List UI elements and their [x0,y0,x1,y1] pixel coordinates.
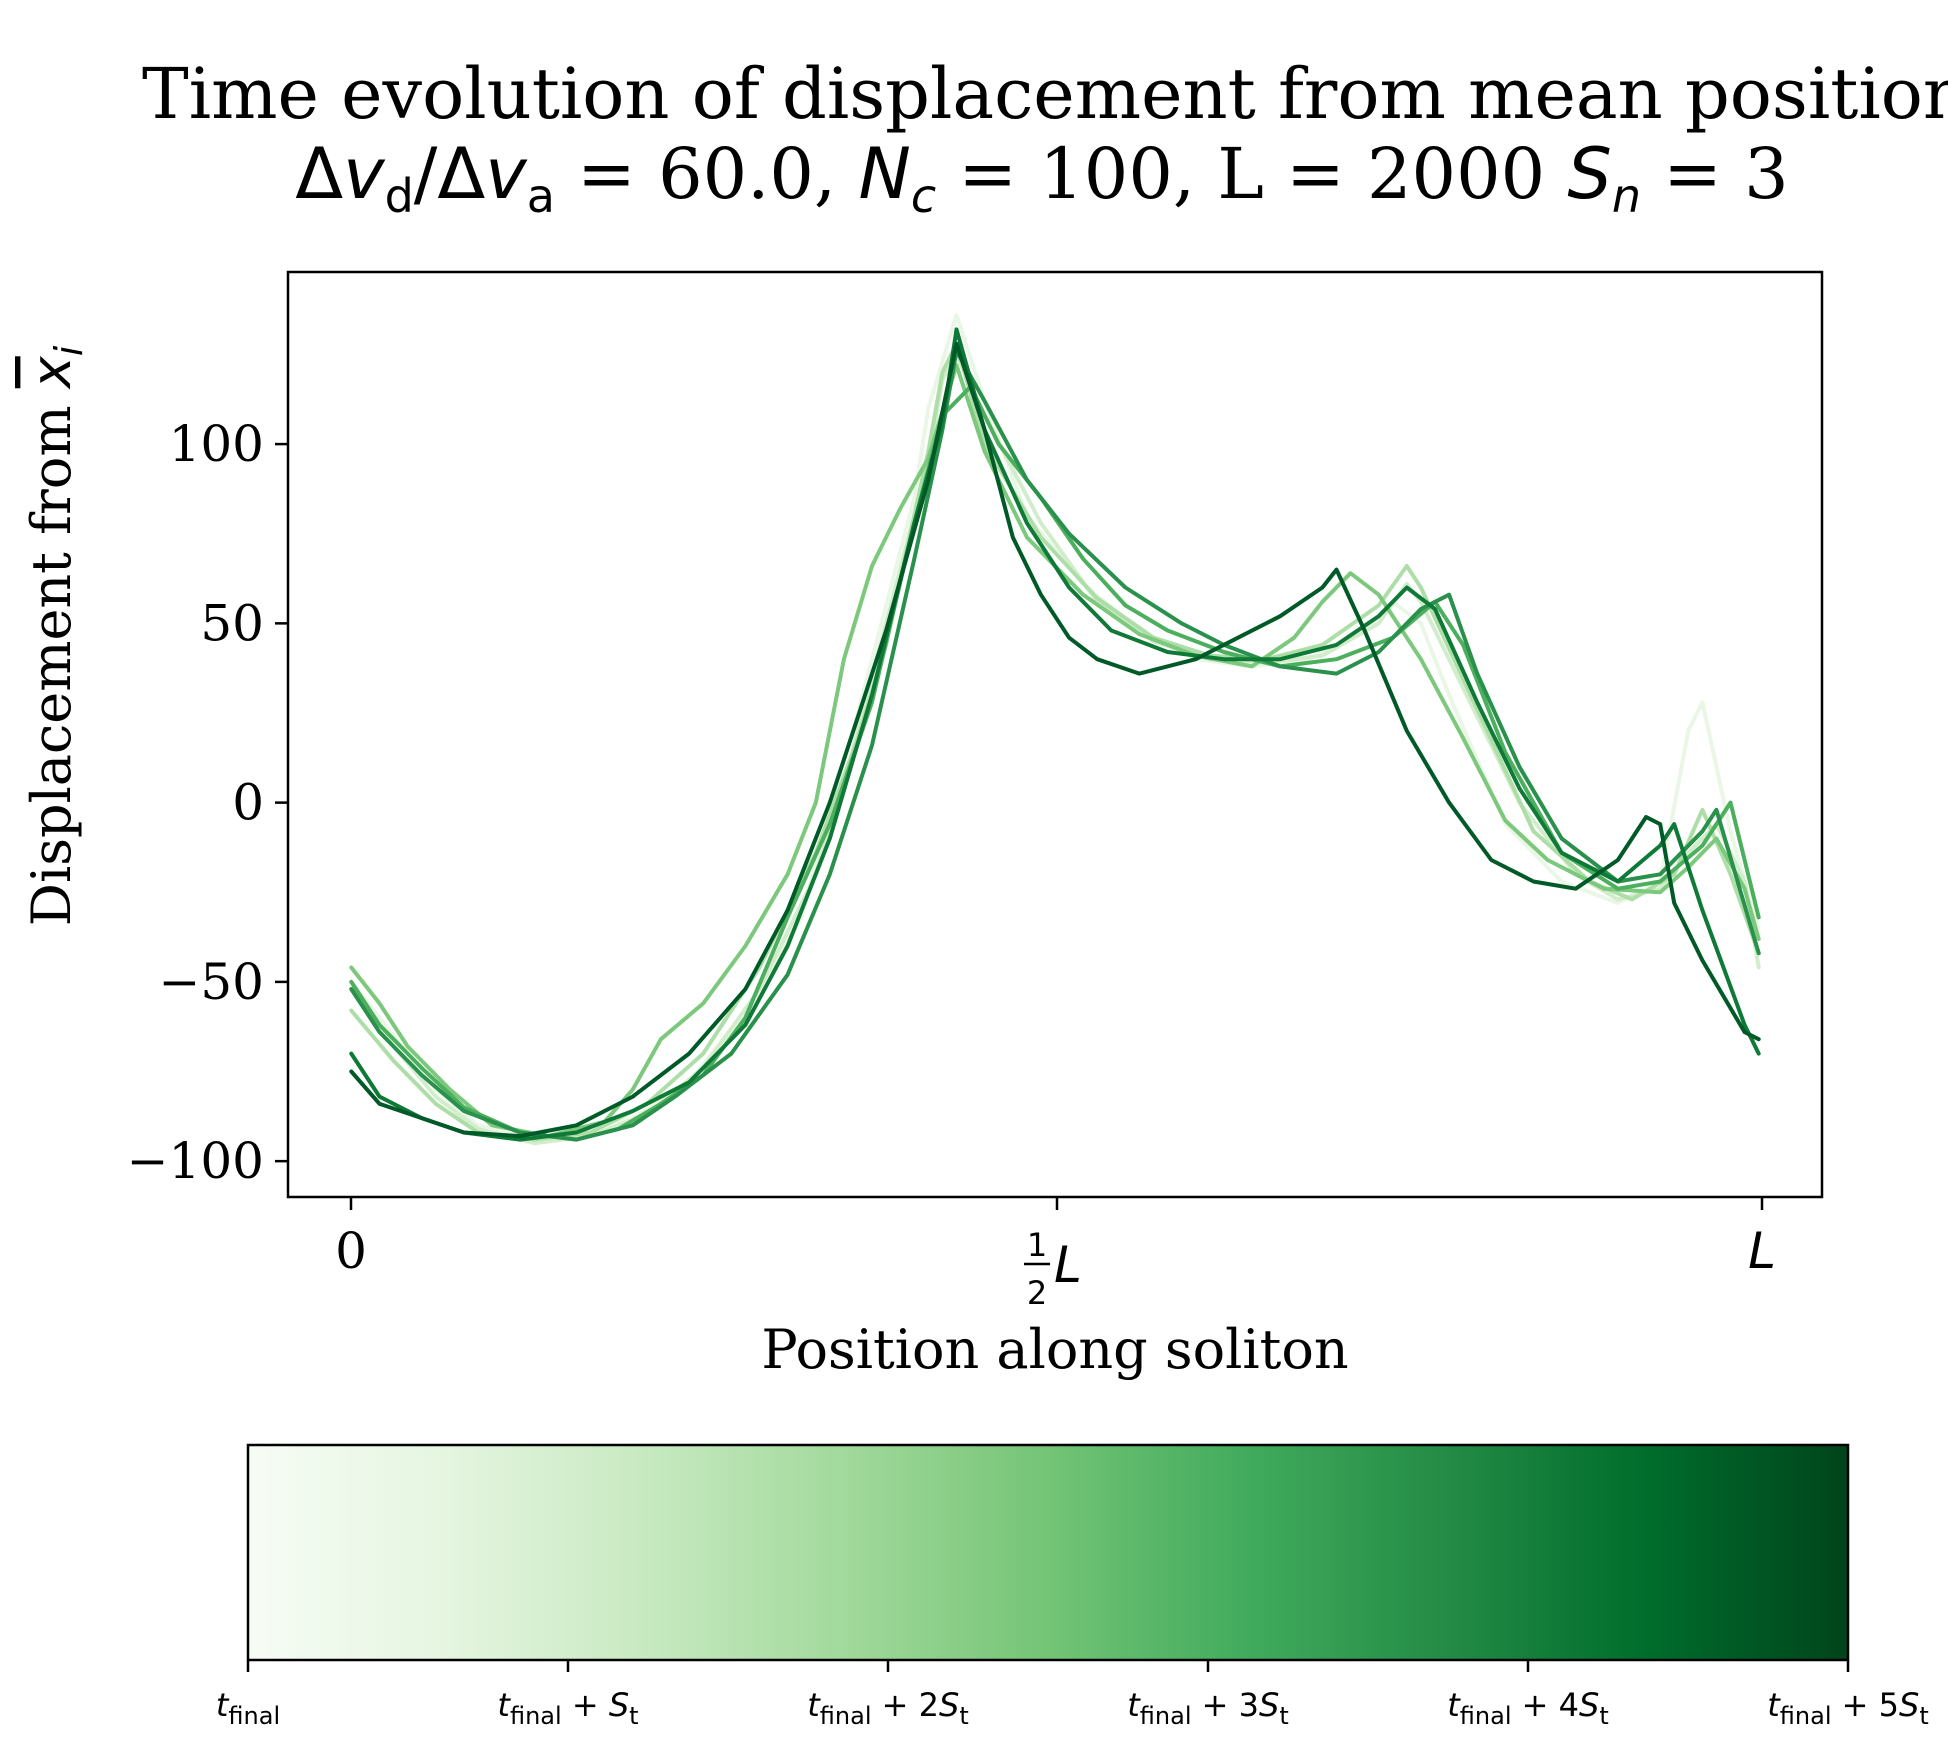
y-tick-label-3: −50 [158,953,264,1011]
x-tick-label-half-den: 2 [1027,1274,1047,1312]
subtitle-slash: / [414,133,438,215]
colorbar-tick-label-1: tfinal + St [497,1686,638,1730]
chart-subtitle: Δvd/Δva = 60.0, Nc = 100, L = 2000 Sn = … [295,133,1788,223]
series-line-8 [349,341,1761,1139]
x-tick-label-half-var: L [1054,1236,1082,1294]
colorbar-tick-label-3: tfinal + 3St [1127,1686,1289,1730]
subtitle-sub-c: c [911,169,936,223]
y-tick-label-2: 0 [232,774,264,832]
series-line-4 [349,363,1761,1139]
chart-title: Time evolution of displacement from mean… [142,53,1948,135]
y-tick-label-0: 100 [169,415,264,473]
subtitle-v-1: v [343,133,386,215]
series-line-3 [349,341,1761,1142]
y-tick-label-4: −100 [127,1132,264,1190]
series-layer [349,313,1761,1146]
series-line-7 [349,327,1761,1142]
subtitle-delta-1: Δ [295,133,343,215]
y-ticks: 100 50 0 −50 −100 [127,415,288,1190]
x-tick-label-0: 0 [335,1222,367,1280]
subtitle-eq-ratio: = 60.0, [555,133,859,215]
subtitle-sub-a: a [527,169,555,223]
colorbar-tick-label-5: tfinal + 5St [1767,1686,1929,1730]
series-line-6 [349,348,1761,1142]
subtitle-sub-d: d [385,169,414,223]
y-axis-label: Displacement from xi [20,345,91,926]
x-ticks: 0 1 2 L L [335,1197,1776,1312]
x-axis-label: Position along soliton [761,1318,1348,1381]
y-axis-label-sub-i: i [47,345,91,356]
subtitle-N: N [858,133,910,215]
x-tick-label-half-num: 1 [1027,1226,1047,1264]
colorbar [246,1443,1850,1662]
y-tick-label-1: 50 [200,594,264,652]
subtitle-delta-2: Δ [437,133,485,215]
subtitle-sub-n: n [1612,169,1641,223]
y-axis-label-x: x [20,355,83,390]
colorbar-ticks: tfinal tfinal + St tfinal + 2St tfinal + 3S… [216,1660,1929,1730]
subtitle-eq-nc: = 100, L = 2000 [936,133,1567,215]
subtitle-eq-sn: = 3 [1641,133,1789,215]
subtitle-v-2: v [485,133,528,215]
y-axis-label-text: Displacement from [20,388,83,926]
x-tick-label-L: L [1748,1222,1776,1280]
subtitle-S: S [1567,133,1611,215]
colorbar-tick-label-4: tfinal + 4St [1447,1686,1609,1730]
plot-area [286,270,1824,1199]
colorbar-tick-label-2: tfinal + 2St [807,1686,969,1730]
colorbar-tick-label-0: tfinal [216,1686,280,1730]
